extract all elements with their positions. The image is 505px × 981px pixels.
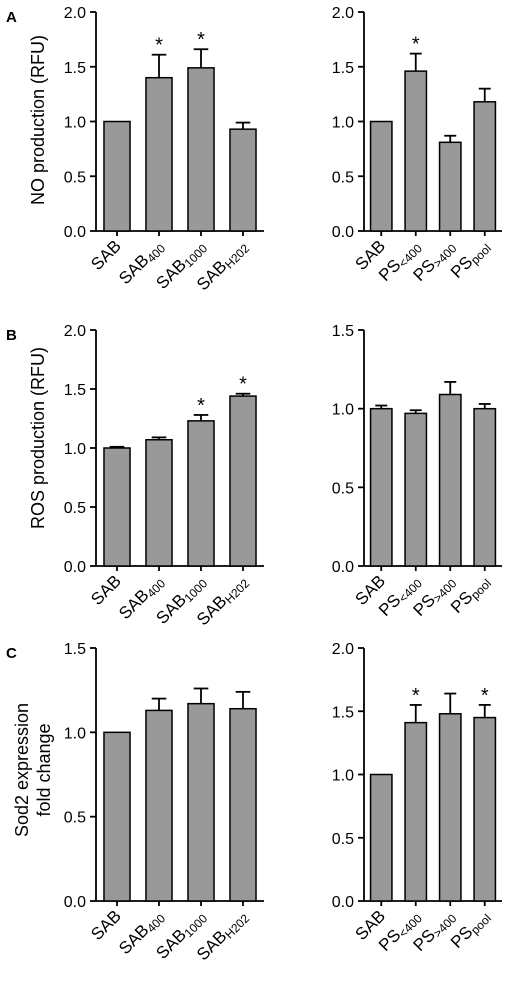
bar <box>103 447 131 567</box>
significance-marker: * <box>155 35 163 57</box>
bar <box>473 101 497 232</box>
bar <box>438 713 462 902</box>
bar <box>145 709 173 902</box>
bar <box>187 702 215 902</box>
y-tick-label: 0.5 <box>64 810 86 827</box>
y-tick-label: 1.0 <box>64 115 86 132</box>
significance-marker: * <box>481 685 489 707</box>
significance-marker: * <box>197 395 205 417</box>
y-tick-label: 0.0 <box>332 559 354 576</box>
y-tick-label: 1.0 <box>332 768 354 785</box>
x-tick-label: PSpool <box>447 236 494 283</box>
bar <box>145 76 173 232</box>
y-tick-label: 1.5 <box>332 60 354 77</box>
bar <box>187 420 215 567</box>
bar <box>145 438 173 567</box>
y-tick-label: 0.5 <box>332 169 354 186</box>
y-tick-label: 1.5 <box>64 641 86 658</box>
y-tick-label: 0.0 <box>332 224 354 241</box>
y-tick-label: 2.0 <box>64 323 86 340</box>
y-tick-label: 1.5 <box>64 382 86 399</box>
y-tick-label: 2.0 <box>64 5 86 22</box>
bar <box>103 731 131 902</box>
x-tick-label: SAB <box>87 906 124 943</box>
y-tick-label: 0.0 <box>332 894 354 911</box>
x-tick-label-sub: H202 <box>222 911 252 941</box>
bar <box>404 412 428 567</box>
bar <box>438 141 462 232</box>
bar <box>229 395 257 567</box>
significance-marker: * <box>197 29 205 51</box>
panel-letter-b: B <box>6 327 17 344</box>
y-axis-label-c-line1: Sod2 expression <box>12 703 32 837</box>
y-axis-label-b: ROS production (RFU) <box>28 347 48 529</box>
x-tick-label-base: SAB <box>87 571 124 608</box>
x-tick-label: PSpool <box>447 571 494 618</box>
y-tick-label: 1.0 <box>64 441 86 458</box>
bar <box>187 67 215 232</box>
x-tick-label-sub: 1000 <box>181 911 210 940</box>
y-tick-label: 2.0 <box>332 5 354 22</box>
bar <box>229 707 257 902</box>
y-tick-label: 1.5 <box>332 323 354 340</box>
y-tick-label: 1.0 <box>64 725 86 742</box>
y-tick-label: 0.5 <box>64 169 86 186</box>
y-axis-label-c-line2: fold change <box>34 723 54 816</box>
bar <box>473 407 497 567</box>
bar <box>369 773 393 902</box>
bar <box>438 393 462 567</box>
bar <box>473 716 497 902</box>
x-tick-label-base: SAB <box>87 236 124 273</box>
y-tick-label: 0.0 <box>64 894 86 911</box>
panel-letter-a: A <box>6 9 17 26</box>
bar <box>103 120 131 232</box>
significance-marker: * <box>239 374 247 396</box>
bar <box>229 128 257 232</box>
x-tick-label-sub: H202 <box>222 576 252 606</box>
y-tick-label: 1.0 <box>332 115 354 132</box>
bar <box>404 721 428 902</box>
bar <box>369 407 393 567</box>
y-tick-label: 0.5 <box>332 831 354 848</box>
y-tick-label: 0.5 <box>64 500 86 517</box>
y-tick-label: 0.5 <box>332 480 354 497</box>
x-tick-label: SAB <box>87 236 124 273</box>
y-tick-label: 2.0 <box>332 641 354 658</box>
y-tick-label: 1.5 <box>64 60 86 77</box>
bar <box>404 70 428 232</box>
x-tick-label-sub: H202 <box>222 241 252 271</box>
y-axis-label-a: NO production (RFU) <box>28 35 48 205</box>
x-tick-label-sub: 1000 <box>181 576 210 605</box>
x-tick-label-base: SAB <box>87 906 124 943</box>
y-tick-label: 0.0 <box>64 224 86 241</box>
significance-marker: * <box>412 685 420 707</box>
x-tick-label: SAB <box>87 571 124 608</box>
panel-letter-c: C <box>6 645 17 662</box>
y-tick-label: 1.5 <box>332 704 354 721</box>
y-tick-label: 0.0 <box>64 559 86 576</box>
chart-panels: 0.00.51.01.52.0SAB*SAB400*SAB1000SABH202… <box>64 5 502 964</box>
bar <box>369 120 393 232</box>
x-tick-label: PSpool <box>447 906 494 953</box>
x-tick-label-sub: 1000 <box>181 241 210 270</box>
y-tick-label: 1.0 <box>332 402 354 419</box>
significance-marker: * <box>412 34 420 56</box>
